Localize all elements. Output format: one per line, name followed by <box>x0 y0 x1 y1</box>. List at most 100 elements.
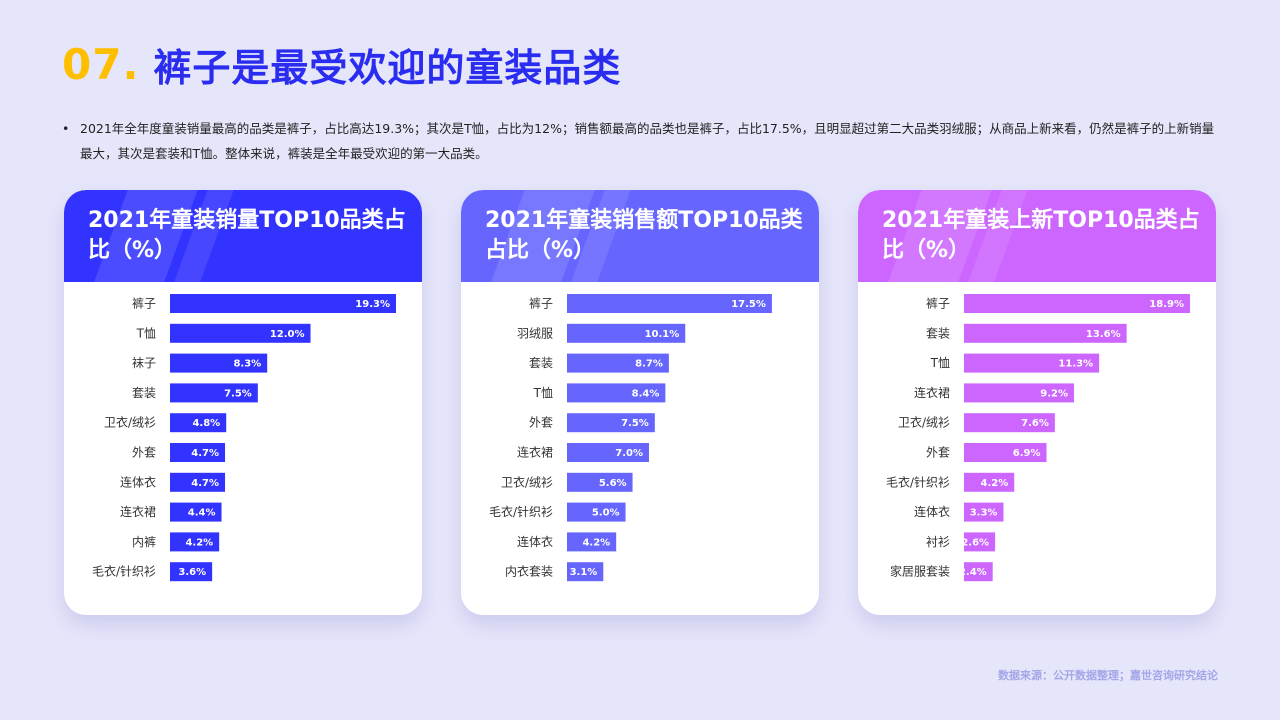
category-label: 袜子 <box>132 356 156 370</box>
category-label: 毛衣/针织衫 <box>92 564 156 579</box>
data-label: 5.6% <box>599 478 627 489</box>
category-label: 裤子 <box>132 297 156 311</box>
data-label: 11.3% <box>1058 359 1093 370</box>
category-label: 套装 <box>926 326 950 340</box>
bar-chart-sales-volume: 裤子 19.3% T恤 12.0% 袜子 8.3% 套装 7.5% 卫衣/绒衫 4.8% 外套 4.7… <box>92 294 396 582</box>
chart-card-sales-amount: 2021年童装销售额TOP10品类占比（%） 裤子 17.5% 羽绒服 10.1% 套装… <box>461 190 819 615</box>
category-label: 裤子 <box>529 297 553 311</box>
page-title: 07. 裤子是最受欢迎的童装品类 <box>62 36 621 92</box>
category-label: 外套 <box>529 416 553 430</box>
data-label: 3.3% <box>970 508 998 519</box>
category-label: 家居服套装 <box>890 564 950 579</box>
category-label: 连衣裙 <box>517 445 553 460</box>
data-label: 17.5% <box>731 299 766 310</box>
bar <box>964 532 996 552</box>
category-label: 内衣套装 <box>505 564 553 579</box>
bar <box>170 413 227 433</box>
category-label: 连衣裙 <box>120 504 156 519</box>
category-label: 连体衣 <box>120 474 156 489</box>
category-label: 外套 <box>132 446 156 460</box>
data-label: 8.3% <box>233 359 261 370</box>
data-label: 4.2% <box>582 537 610 548</box>
category-label: 裤子 <box>926 297 950 311</box>
bar <box>170 383 258 403</box>
bar <box>567 443 649 462</box>
bar <box>567 502 626 522</box>
category-label: T恤 <box>533 386 553 400</box>
data-source-note: 数据来源：公开数据整理；嘉世咨询研究结论 <box>998 669 1218 682</box>
bar <box>567 383 666 403</box>
category-label: T恤 <box>136 326 156 340</box>
summary-text: 2021年全年度童装销量最高的品类是裤子，占比高达19.3%；其次是T恤，占比为… <box>80 121 1215 161</box>
data-label: 7.0% <box>615 448 643 459</box>
chart-card-header: 2021年童装销售额TOP10品类占比（%） <box>461 190 819 282</box>
chart-title: 2021年童装销量TOP10品类占比（%） <box>88 208 406 263</box>
bar <box>567 413 655 433</box>
chart-card-header: 2021年童装上新TOP10品类占比（%） <box>858 190 1216 282</box>
data-label: 6.9% <box>1013 448 1041 459</box>
category-label: 连体衣 <box>914 504 950 519</box>
data-label: 4.7% <box>191 478 219 489</box>
data-label: 7.6% <box>1021 418 1049 429</box>
chart-card-header: 2021年童装销量TOP10品类占比（%） <box>64 190 422 282</box>
data-label: 4.4% <box>188 508 216 519</box>
bar <box>964 294 1190 313</box>
data-label: 2.4% <box>959 567 987 578</box>
bar <box>964 562 993 582</box>
bar <box>170 502 222 522</box>
category-label: 毛衣/针织衫 <box>886 474 950 489</box>
bar <box>567 532 617 552</box>
section-title: 裤子是最受欢迎的童装品类 <box>153 45 622 90</box>
category-label: 连体衣 <box>517 534 553 549</box>
bar <box>964 472 1015 492</box>
category-label: 卫衣/绒衫 <box>898 415 950 430</box>
bar <box>170 294 396 313</box>
category-label: 卫衣/绒衫 <box>501 474 553 489</box>
bar <box>170 562 213 582</box>
bar <box>170 323 311 343</box>
chart-title: 2021年童装上新TOP10品类占比（%） <box>882 208 1200 263</box>
data-label: 13.6% <box>1086 329 1121 340</box>
data-label: 4.8% <box>192 418 220 429</box>
category-label: 毛衣/针织衫 <box>489 504 553 519</box>
bar-chart-new-listings: 裤子 18.9% 套装 13.6% T恤 11.3% 连衣裙 9.2% 卫衣/绒衫 7.6% 外套 6… <box>886 294 1190 582</box>
data-label: 5.0% <box>592 508 620 519</box>
data-label: 3.1% <box>570 567 598 578</box>
bar <box>567 472 633 492</box>
data-label: 2.6% <box>961 537 989 548</box>
bar <box>964 502 1004 522</box>
category-label: 卫衣/绒衫 <box>104 415 156 430</box>
bar-chart-sales-amount: 裤子 17.5% 羽绒服 10.1% 套装 8.7% T恤 8.4% 外套 7.5% 连衣裙 7.0%… <box>489 294 772 582</box>
data-label: 7.5% <box>224 388 252 399</box>
category-label: 连衣裙 <box>914 385 950 400</box>
section-number: 07. <box>62 39 140 89</box>
data-label: 9.2% <box>1040 388 1068 399</box>
bar <box>170 472 226 492</box>
category-label: T恤 <box>930 356 950 370</box>
data-label: 18.9% <box>1149 299 1184 310</box>
bar <box>567 353 669 373</box>
category-label: 套装 <box>529 356 553 370</box>
bar <box>964 323 1127 343</box>
bar <box>964 413 1055 433</box>
data-label: 8.4% <box>632 388 660 399</box>
chart-card-sales-volume: 2021年童装销量TOP10品类占比（%） 裤子 19.3% T恤 12.0% 袜子 8.… <box>64 190 422 615</box>
data-label: 12.0% <box>270 329 305 340</box>
bar <box>964 443 1047 462</box>
category-label: 内裤 <box>132 535 156 549</box>
bar <box>170 353 268 373</box>
data-label: 4.2% <box>980 478 1008 489</box>
bar <box>964 353 1100 373</box>
chart-card-new-listings: 2021年童装上新TOP10品类占比（%） 裤子 18.9% 套装 13.6% T恤 11… <box>858 190 1216 615</box>
bar <box>170 443 226 462</box>
bar <box>567 323 686 343</box>
category-label: 衬衫 <box>926 535 950 549</box>
data-label: 8.7% <box>635 359 663 370</box>
bar <box>567 562 604 582</box>
bar <box>567 294 772 313</box>
data-label: 10.1% <box>645 329 680 340</box>
category-label: 羽绒服 <box>517 326 553 340</box>
data-label: 4.2% <box>185 537 213 548</box>
chart-title: 2021年童装销售额TOP10品类占比（%） <box>485 208 803 263</box>
summary-paragraph: • 2021年全年度童装销量最高的品类是裤子，占比高达19.3%；其次是T恤，占… <box>62 116 1222 166</box>
